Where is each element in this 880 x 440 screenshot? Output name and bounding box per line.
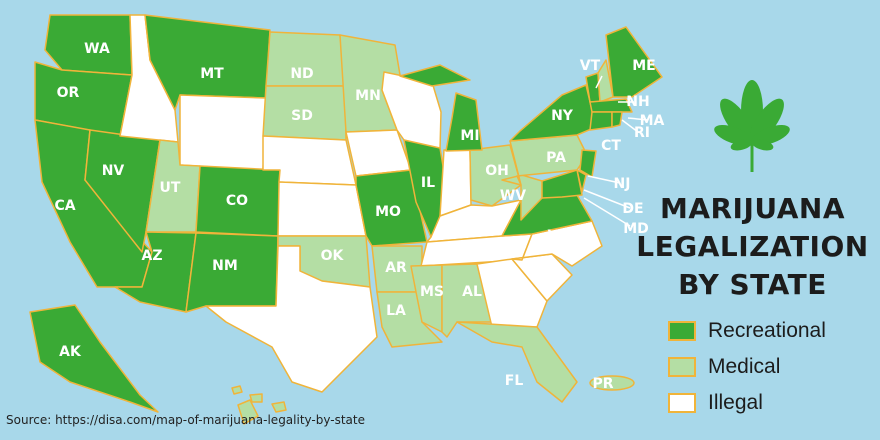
state-wv (501, 174, 543, 221)
state-ak (29, 304, 159, 413)
legend-swatch (668, 393, 696, 413)
state-me (605, 26, 663, 98)
state-label-ny: NY (551, 108, 574, 124)
state-label-wa: WA (84, 41, 110, 57)
state-label-ca: CA (54, 198, 75, 214)
state-label-va: VA (548, 228, 569, 244)
state-label-wv: WV (500, 188, 526, 204)
state-label-nv: NV (102, 163, 125, 179)
legend-label: Medical (708, 355, 781, 378)
state-label-al: AL (462, 284, 482, 300)
title-line: BY STATE (678, 268, 827, 301)
state-label-az: AZ (142, 248, 163, 264)
cannabis-leaf-icon (714, 80, 790, 172)
leaflet (720, 98, 755, 143)
legend-label: Recreational (708, 319, 826, 342)
label-leader-line (621, 119, 639, 133)
leaflet (730, 139, 753, 151)
label-leader-line (595, 75, 603, 89)
state-label-co: CO (226, 193, 248, 209)
state-label-nd: ND (290, 66, 313, 82)
state-label-il: IL (421, 175, 435, 191)
state-label-oh: OH (485, 163, 509, 179)
state-md (541, 169, 583, 199)
state-mi (399, 64, 471, 87)
state-ks (277, 181, 367, 237)
label-leader-line (587, 175, 621, 184)
state-hi (271, 401, 287, 413)
state-label-ak: AK (59, 344, 82, 360)
state-label-mo: MO (375, 204, 401, 220)
state-ct (589, 111, 613, 131)
state-label-pa: PA (546, 150, 566, 166)
state-ms (410, 264, 443, 333)
legend-item-medical: Medical (668, 349, 826, 385)
state-ga (476, 258, 548, 328)
state-label-vt: VT (580, 58, 601, 74)
state-label-mt: MT (200, 66, 224, 82)
state-label-md: MD (623, 221, 649, 237)
state-label-me: ME (632, 58, 656, 74)
state-label-mi: MI (460, 128, 479, 144)
legend: Recreational Medical Illegal (668, 313, 826, 421)
state-label-mn: MN (355, 88, 381, 104)
leaflet (749, 98, 784, 143)
legend-swatch (668, 321, 696, 341)
legend-swatch (668, 357, 696, 377)
state-wy (179, 94, 267, 171)
state-label-nj: NJ (614, 176, 631, 192)
state-label-ri: RI (634, 125, 650, 141)
state-label-sd: SD (291, 108, 313, 124)
state-label-ms: MS (420, 284, 444, 300)
leaflet (751, 139, 774, 151)
state-label-de: DE (622, 201, 643, 217)
title-line: LEGALIZATION (636, 230, 869, 263)
state-label-la: LA (386, 303, 406, 319)
state-hi (237, 399, 259, 425)
state-label-nh: NH (626, 94, 649, 110)
state-tx (205, 245, 378, 393)
state-label-ut: UT (160, 180, 181, 196)
state-oh (469, 144, 522, 207)
territory-pr (589, 375, 635, 391)
legend-item-illegal: Illegal (668, 385, 826, 421)
state-hi (249, 393, 263, 403)
state-label-fl: FL (505, 373, 524, 389)
label-leader-line (627, 117, 649, 121)
state-label-ma: MA (640, 113, 665, 129)
label-leader-line (583, 197, 631, 227)
state-ri (611, 111, 623, 128)
state-label-nm: NM (212, 258, 238, 274)
source-citation: Source: https://disa.com/map-of-marijuan… (6, 413, 365, 427)
state-label-or: OR (57, 85, 80, 101)
title-line: MARIJUANA (659, 192, 846, 225)
label-leader-line (583, 189, 631, 209)
legend-label: Illegal (708, 391, 763, 414)
state-mi (445, 92, 483, 152)
state-hi (231, 385, 243, 395)
state-fl (456, 321, 578, 403)
state-label-ct: CT (601, 138, 621, 154)
state-label-ok: OK (321, 248, 345, 264)
legend-item-recreational: Recreational (668, 313, 826, 349)
map-title: MARIJUANA LEGALIZATION BY STATE (635, 190, 870, 304)
state-label-pr: PR (592, 376, 613, 392)
state-label-ar: AR (385, 260, 407, 276)
